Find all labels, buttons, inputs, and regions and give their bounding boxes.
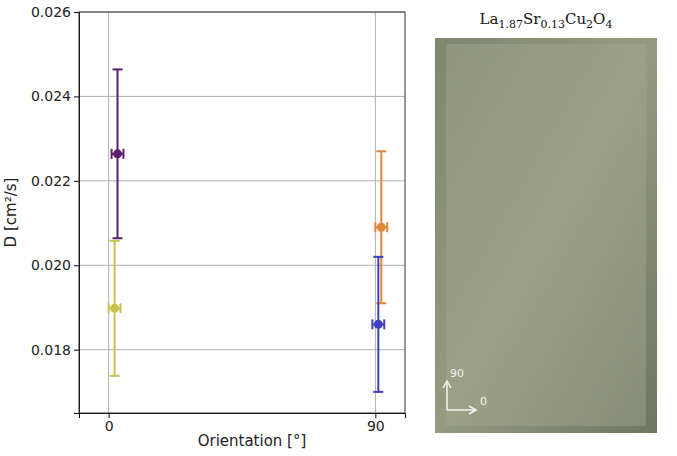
y-error-cap	[373, 391, 383, 393]
y-tick: 0.024	[31, 88, 79, 104]
x-axis-line	[80, 414, 406, 419]
x-tick: 0	[105, 413, 114, 434]
figure: 0.018 0.020 0.022 0.024 0.026 0 90 Orientation …	[0, 0, 677, 456]
y-tick-mark	[74, 350, 79, 351]
point	[110, 304, 119, 313]
y-error-cap	[113, 68, 123, 70]
y-tick-label: 0.018	[31, 342, 71, 358]
grid	[79, 12, 405, 413]
point-group	[372, 257, 384, 392]
x-tick-label: 90	[367, 418, 385, 434]
photo-background	[435, 38, 657, 433]
y-error-cap	[110, 240, 120, 242]
x-error-cap	[122, 149, 124, 159]
y-tick-label: 0.022	[31, 173, 71, 189]
y-tick-mark	[74, 12, 79, 13]
point	[377, 223, 386, 232]
grid-line	[79, 96, 405, 97]
grid-line	[375, 12, 376, 413]
y-axis: 0.018 0.020 0.022 0.024 0.026	[31, 4, 80, 414]
crystal	[446, 44, 646, 426]
y-error-cap	[110, 375, 120, 377]
x-error-cap	[374, 222, 376, 232]
arrow-head	[443, 381, 451, 388]
arrow	[446, 382, 448, 410]
point-group	[112, 69, 124, 238]
x-axis: 0 90	[80, 413, 406, 434]
y-tick-mark	[74, 96, 79, 97]
point	[374, 320, 383, 329]
arrow-label: 90	[450, 367, 464, 380]
grid-line	[79, 265, 405, 266]
photo-title: La1.87Sr0.13Cu2O4	[480, 10, 613, 31]
x-error-cap	[386, 222, 388, 232]
data-points	[109, 69, 388, 391]
grid-line	[79, 180, 405, 181]
x-error-cap	[383, 319, 385, 329]
y-axis-title: D [cm²/s]	[2, 178, 20, 248]
y-tick: 0.018	[31, 342, 79, 358]
plot-frame	[79, 12, 405, 413]
x-tick-label: 0	[105, 418, 114, 434]
arrow-head	[469, 406, 476, 414]
x-error-cap	[371, 319, 373, 329]
y-tick-label: 0.020	[31, 257, 71, 273]
grid-line	[108, 12, 109, 413]
arrow	[447, 409, 475, 411]
sample-photo: 90 0	[435, 38, 657, 433]
arrow-label: 0	[480, 395, 487, 408]
point-group	[375, 151, 387, 303]
x-error-cap	[108, 303, 110, 313]
y-tick-label: 0.026	[31, 4, 71, 20]
y-tick-mark	[74, 181, 79, 182]
x-tick: 90	[367, 413, 385, 434]
x-axis-title: Orientation [°]	[198, 432, 307, 450]
y-tick: 0.022	[31, 173, 79, 189]
y-tick: 0.026	[31, 4, 79, 20]
point-group	[109, 241, 121, 376]
x-error-cap	[119, 303, 121, 313]
grid-line	[79, 349, 405, 350]
y-error-cap	[113, 237, 123, 239]
x-error-cap	[111, 149, 113, 159]
y-tick: 0.020	[31, 257, 79, 273]
y-error-cap	[376, 150, 386, 152]
y-error-cap	[373, 256, 383, 258]
point	[113, 149, 122, 158]
y-tick-label: 0.024	[31, 88, 71, 104]
y-tick-mark	[74, 265, 79, 266]
